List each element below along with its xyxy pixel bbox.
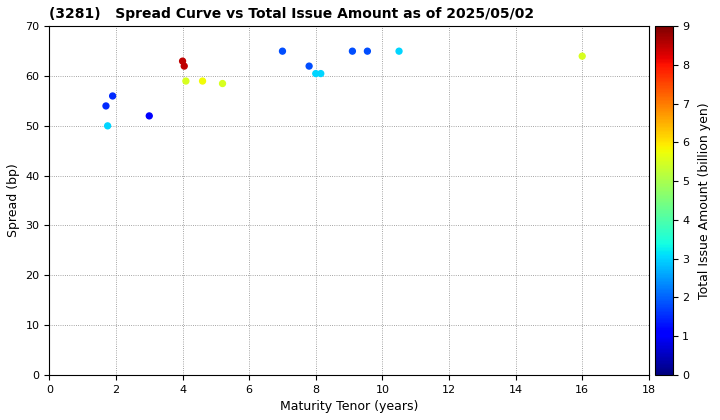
Point: [310, 70, 322, 77]
Point: [179, 63, 190, 69]
Point: [315, 70, 327, 77]
Y-axis label: Spread (bp): Spread (bp): [7, 164, 20, 237]
Text: (3281)   Spread Curve vs Total Issue Amount as of 2025/05/02: (3281) Spread Curve vs Total Issue Amoun…: [50, 7, 534, 21]
Point: [143, 113, 155, 119]
X-axis label: Maturity Tenor (years): Maturity Tenor (years): [280, 400, 418, 413]
Point: [107, 93, 118, 100]
Point: [100, 102, 112, 109]
Point: [276, 48, 288, 55]
Y-axis label: Total Issue Amount (billion yen): Total Issue Amount (billion yen): [698, 102, 711, 299]
Point: [177, 58, 189, 65]
Point: [217, 80, 228, 87]
Point: [180, 78, 192, 84]
Point: [102, 123, 113, 129]
Point: [346, 48, 358, 55]
Point: [361, 48, 373, 55]
Point: [577, 53, 588, 60]
Point: [197, 78, 208, 84]
Point: [393, 48, 405, 55]
Point: [303, 63, 315, 69]
